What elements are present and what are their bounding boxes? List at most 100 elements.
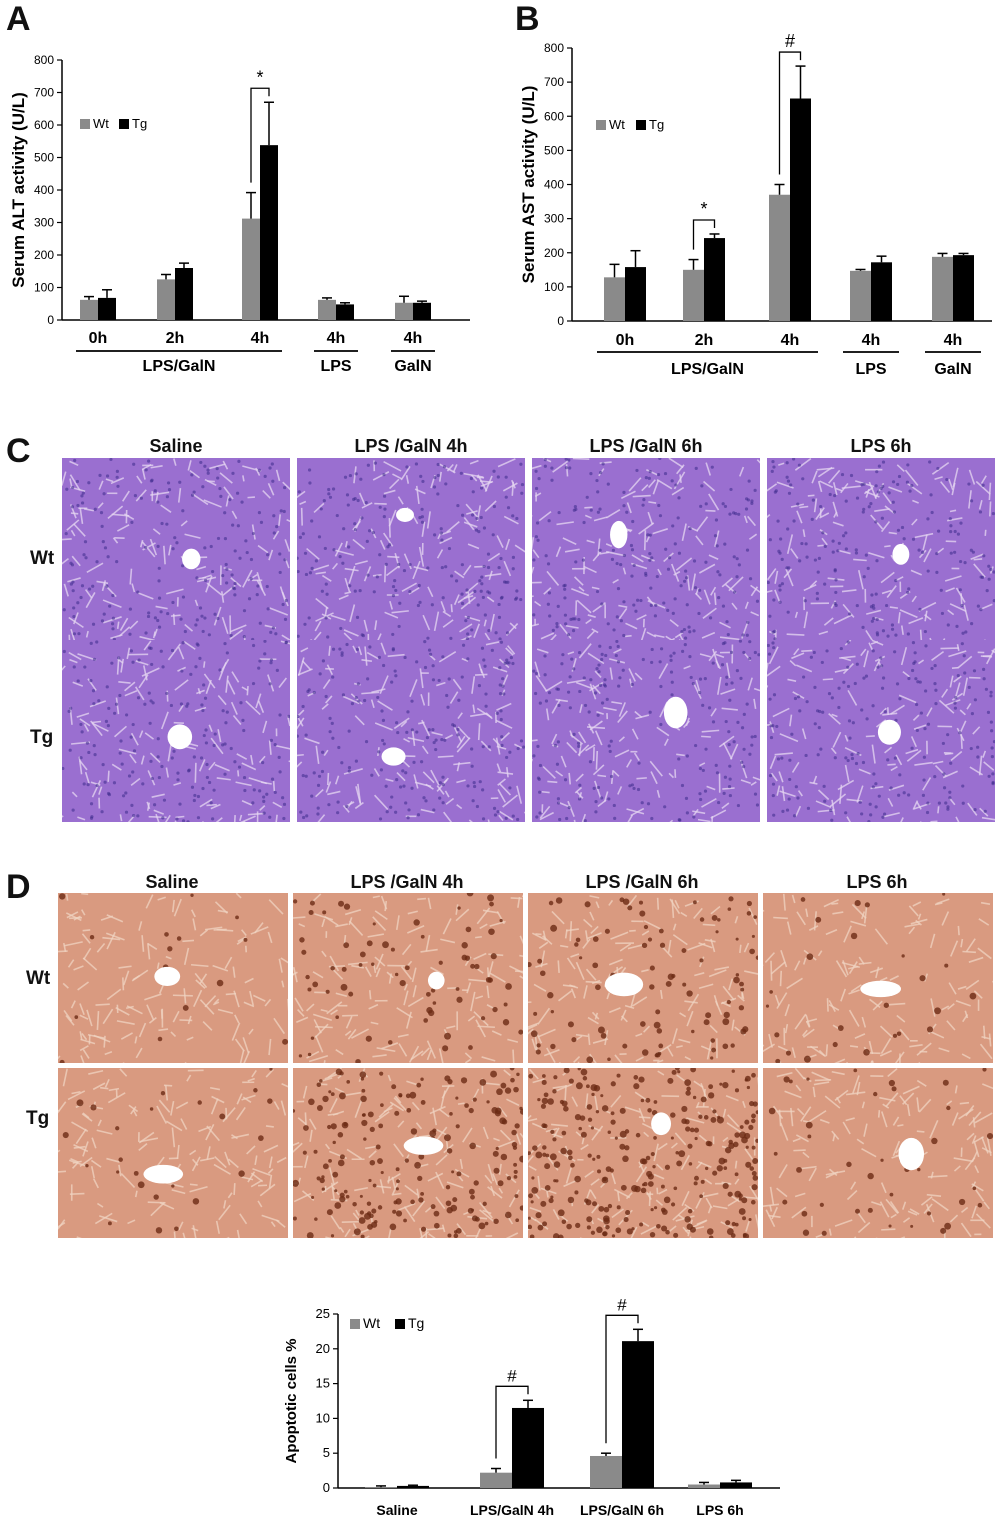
group-label: LPS [320, 358, 351, 375]
tunel-image-wt-saline [58, 893, 288, 1063]
group-label: GalN [934, 361, 971, 378]
y-tick-label: 15 [316, 1376, 330, 1391]
he-image-wt-lps-6h [767, 458, 995, 640]
y-tick-label: 700 [544, 75, 564, 89]
panel-letter-c: C [6, 432, 31, 470]
bar-tg [622, 1341, 654, 1488]
he-image-wt-lpsgaln-6h [532, 458, 760, 640]
bar-wt [683, 269, 704, 321]
apoptosis-bar-chart: 0 5 10 15 20 25 Apoptotic cells % Saline LPS/Gal… [283, 1295, 780, 1518]
bar-tg [704, 238, 725, 321]
y-tick-label: 200 [544, 246, 564, 260]
bar-wt [769, 194, 790, 321]
y-tick-label: 300 [34, 216, 54, 230]
y-tick-label: 400 [544, 178, 564, 192]
bar-tg [413, 302, 431, 320]
y-axis-title: Serum AST activity (U/L) [519, 86, 538, 284]
bar-wt [932, 256, 953, 321]
y-tick-label: 800 [544, 41, 564, 55]
category-label: 4h [862, 332, 881, 349]
group-label: LPS/GalN [143, 358, 216, 375]
bar-tg [790, 98, 811, 321]
y-tick-label: 500 [34, 151, 54, 165]
he-col-title-saline: Saline [149, 436, 203, 456]
panel-letter-a: A [6, 0, 31, 38]
bar-wt [604, 277, 625, 321]
tunel-image-tg-saline [58, 1068, 288, 1238]
significance-bracket [250, 87, 270, 183]
group-label: LPS/GalN [671, 361, 744, 378]
y-tick-label: 500 [544, 143, 564, 157]
tunel-image-tg-lpsgaln-4h [293, 1068, 523, 1238]
bar-tg [720, 1482, 752, 1488]
legend-swatch-tg [395, 1319, 405, 1329]
category-label: 2h [695, 332, 714, 349]
y-tick-label: 200 [34, 248, 54, 262]
bar-tg [871, 262, 892, 321]
category-label: LPS/GalN 4h [470, 1502, 554, 1518]
significance-bracket [495, 1385, 529, 1459]
y-tick-label: 10 [316, 1410, 330, 1425]
he-col-title-lpsgaln-4h: LPS /GalN 4h [354, 436, 468, 456]
y-tick-label: 800 [34, 53, 54, 67]
tunel-image-tg-lps-6h [763, 1068, 993, 1238]
panel-letter-b: B [515, 0, 540, 38]
tunel-col-title-saline: Saline [145, 872, 199, 892]
tunel-image-wt-lps-6h [763, 893, 993, 1063]
he-row-label-tg: Tg [30, 727, 54, 748]
he-col-title-lpsgaln-6h: LPS /GalN 6h [589, 436, 703, 456]
bar-wt [318, 299, 336, 320]
significance-marker: * [700, 199, 707, 219]
bar-wt [480, 1472, 512, 1488]
bar-wt [365, 1487, 397, 1488]
y-tick-label: 100 [34, 281, 54, 295]
he-image-tg-lps-6h [767, 640, 995, 822]
tunel-row-label-wt: Wt [26, 968, 51, 989]
y-tick-label: 5 [323, 1445, 330, 1460]
tunel-image-wt-lpsgaln-4h [293, 893, 523, 1063]
category-label: 0h [616, 332, 635, 349]
tunel-col-title-lps-6h: LPS 6h [846, 872, 908, 892]
legend-label-tg: Tg [408, 1315, 424, 1331]
legend-label-wt: Wt [363, 1315, 380, 1331]
bar-tg [625, 267, 646, 321]
bar-tg [175, 268, 193, 320]
group-label: GalN [394, 358, 431, 375]
bar-wt [590, 1455, 622, 1488]
group-label: LPS [855, 361, 886, 378]
y-axis-title: Serum ALT activity (U/L) [9, 92, 28, 288]
bar-tg [260, 145, 278, 320]
legend-label-wt: Wt [609, 117, 625, 132]
significance-bracket [605, 1314, 639, 1444]
y-tick-label: 20 [316, 1341, 330, 1356]
significance-bracket [692, 219, 716, 250]
he-image-wt-lpsgaln-4h [297, 458, 525, 640]
tunel-image-tg-lpsgaln-6h [528, 1068, 758, 1238]
legend-swatch-wt [596, 120, 606, 130]
he-row-label-wt: Wt [30, 548, 55, 569]
category-label: LPS 6h [696, 1502, 743, 1518]
legend-swatch-wt [80, 119, 90, 129]
category-label: 4h [944, 332, 963, 349]
bar-tg [397, 1485, 429, 1488]
category-label: LPS/GalN 6h [580, 1502, 664, 1518]
alt-bar-chart: 0 100 200 300 400 500 600 700 800 Serum ALT activ… [9, 53, 470, 375]
he-col-title-lps-6h: LPS 6h [850, 436, 912, 456]
legend-label-tg: Tg [649, 117, 664, 132]
bar-tg [512, 1407, 544, 1488]
bar-wt [395, 302, 413, 320]
he-image-wt-saline [62, 458, 290, 640]
legend-label-tg: Tg [132, 116, 147, 131]
category-label: 4h [781, 332, 800, 349]
category-label: 4h [251, 330, 270, 347]
bar-tg [953, 255, 974, 321]
category-label: 0h [89, 330, 108, 347]
bar-wt [157, 279, 175, 320]
y-axis-title: Apoptotic cells % [283, 1338, 300, 1463]
significance-bracket [778, 51, 802, 175]
y-tick-label: 300 [544, 212, 564, 226]
y-tick-label: 0 [323, 1480, 330, 1495]
significance-marker: # [785, 31, 795, 51]
legend-swatch-wt [350, 1319, 360, 1329]
tunel-col-title-lpsgaln-6h: LPS /GalN 6h [585, 872, 699, 892]
